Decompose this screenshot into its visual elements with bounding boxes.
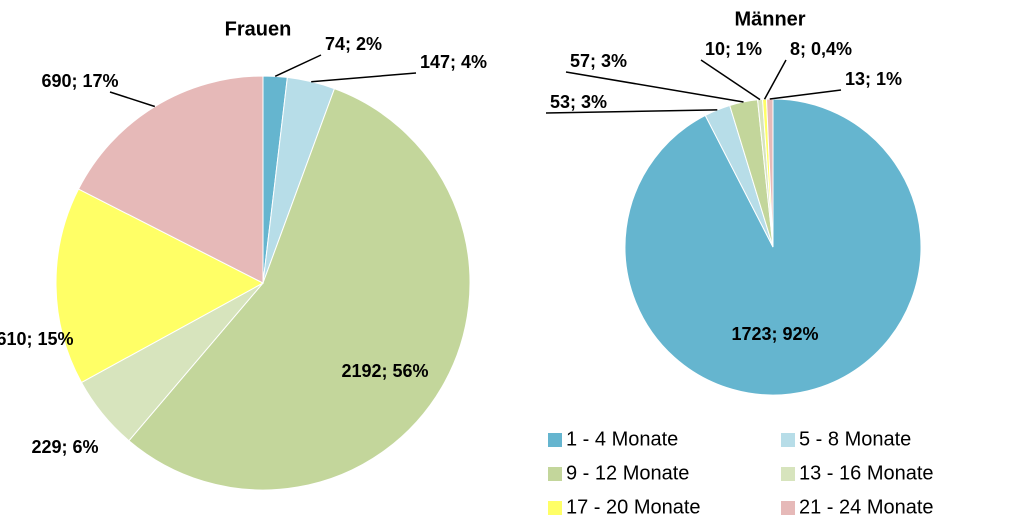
leader-line — [109, 91, 156, 108]
data-label: 53; 3% — [550, 92, 607, 112]
pie-slice — [77, 75, 264, 284]
pie-slice — [55, 188, 265, 384]
legend-swatch — [548, 467, 562, 481]
legend-label: 21 - 24 Monate — [799, 496, 934, 518]
chart-title: Frauen — [225, 18, 292, 40]
data-label: 690; 17% — [41, 71, 118, 91]
data-label: 13; 1% — [845, 69, 902, 89]
leader-line — [274, 54, 322, 78]
legend-label: 17 - 20 Monate — [566, 496, 701, 518]
data-label: 147; 4% — [420, 52, 487, 72]
legend-label: 1 - 4 Monate — [566, 428, 678, 450]
leader-line — [700, 59, 761, 101]
chart-title: Männer — [734, 8, 805, 30]
data-label: 10; 1% — [705, 39, 762, 59]
data-label: 8; 0,4% — [790, 39, 852, 59]
data-label: 229; 6% — [31, 437, 98, 457]
pie-slice — [128, 88, 471, 491]
data-label: 57; 3% — [570, 51, 627, 71]
leader-line — [565, 71, 744, 103]
legend-swatch — [781, 501, 795, 515]
leader-line — [763, 59, 787, 100]
data-label: 2192; 56% — [341, 361, 428, 381]
leader-line — [545, 109, 718, 114]
legend-label: 13 - 16 Monate — [799, 462, 934, 484]
data-label: 74; 2% — [325, 34, 382, 54]
leader-line — [311, 72, 417, 83]
leader-line — [769, 89, 842, 100]
legend-swatch — [781, 467, 795, 481]
legend-label: 9 - 12 Monate — [566, 462, 689, 484]
legend-label: 5 - 8 Monate — [799, 428, 911, 450]
legend-swatch — [781, 433, 795, 447]
data-label: 1723; 92% — [731, 324, 818, 344]
legend-swatch — [548, 433, 562, 447]
legend-swatch — [548, 501, 562, 515]
data-label: 610; 15% — [0, 329, 74, 349]
